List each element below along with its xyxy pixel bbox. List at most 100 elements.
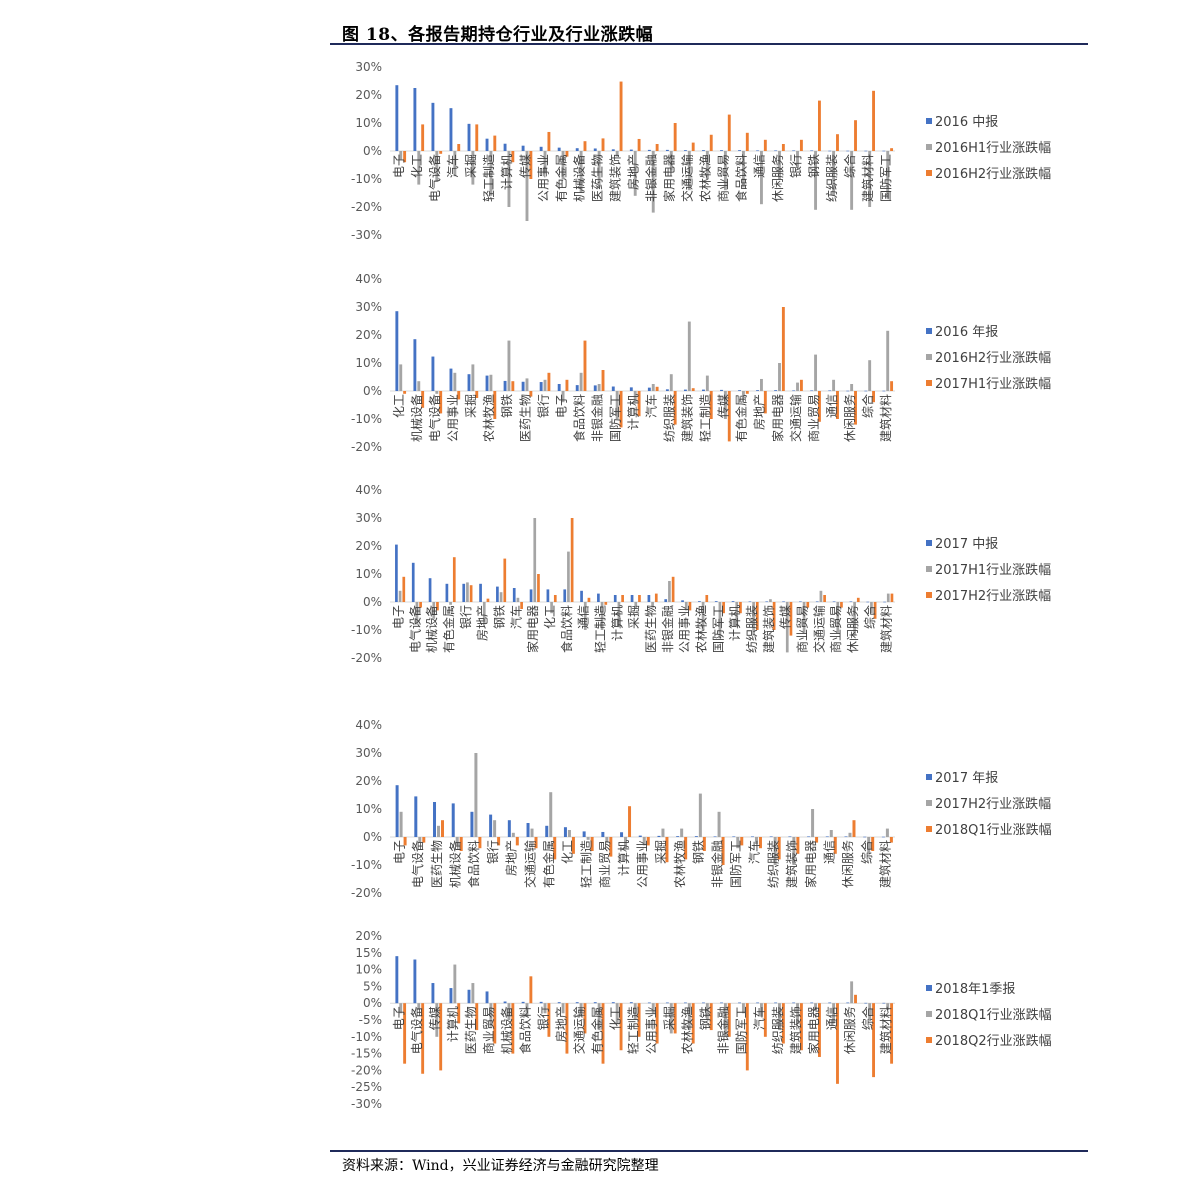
category-label: 采掘 (463, 394, 478, 418)
bar-2018Q1行业涨跌幅 (832, 1003, 836, 1024)
y-tick-label: 0% (363, 595, 382, 609)
category-label: 非银金融 (709, 840, 724, 888)
bar-2016中报 (449, 108, 453, 151)
bar-2017中报 (698, 601, 701, 602)
category-label: 机械设备 (409, 394, 424, 442)
bar-2016H1行业涨跌幅 (778, 151, 781, 179)
bar-2016年报 (557, 384, 561, 391)
bar-2017H1行业涨跌幅 (482, 602, 486, 625)
category-label: 纺织服装 (771, 1006, 785, 1054)
bar-2017年报 (582, 831, 586, 837)
bar-2016H1行业涨跌幅 (633, 151, 637, 196)
bar-2016H1行业涨跌幅 (597, 151, 601, 188)
legend-swatch (926, 985, 932, 991)
legend-label: 2016 中报 (935, 115, 998, 130)
bar-2016H2行业涨跌幅 (565, 151, 569, 157)
category-label: 家用电器 (525, 605, 540, 653)
bar-2017年报 (507, 820, 511, 837)
bar-2016年报 (864, 390, 868, 392)
bar-2018Q2行业涨跌幅 (601, 1003, 605, 1064)
category-label: 钢铁 (807, 154, 821, 178)
category-label: 非银金融 (660, 605, 675, 653)
y-tick-label: 0% (363, 830, 382, 844)
bar-2016H2行业涨跌幅 (850, 384, 854, 391)
bar-2017H2行业涨跌幅 (503, 558, 507, 602)
category-label: 采掘 (463, 154, 478, 178)
bar-2018Q1行业涨跌幅 (721, 837, 725, 865)
bar-2017年报 (863, 836, 867, 838)
y-tick-label: 20% (355, 539, 382, 553)
bar-2017H2行业涨跌幅 (829, 830, 833, 837)
bar-2016H2行业涨跌幅 (475, 124, 479, 151)
bar-2016H2行业涨跌幅 (579, 372, 583, 391)
category-label: 房地产 (475, 605, 490, 641)
bar-2016H2行业涨跌幅 (814, 354, 818, 391)
bar-2016中报 (539, 146, 543, 151)
category-label: 农林牧渔 (482, 394, 496, 442)
category-label: 轻工制造 (593, 605, 607, 653)
bar-2016H1行业涨跌幅 (615, 151, 619, 157)
category-label: 综合 (860, 1006, 875, 1030)
bar-2018Q2行业涨跌幅 (529, 976, 533, 1004)
bar-2017中报 (411, 562, 415, 602)
bar-2016H2行业涨跌幅 (886, 330, 890, 391)
category-label: 机械设备 (571, 154, 586, 202)
bar-2016年报 (431, 356, 435, 391)
bar-2017H1行业涨跌幅 (727, 391, 731, 442)
bar-2016H1行业涨跌幅 (705, 151, 709, 179)
y-tick-label: 20% (355, 88, 382, 102)
bar-2016年报 (629, 387, 633, 391)
bar-2016H1行业涨跌幅 (741, 151, 745, 188)
bar-2018年1季报 (503, 1001, 507, 1004)
bar-2016H2行业涨跌幅 (453, 372, 457, 391)
category-label: 国防军工 (710, 605, 725, 653)
category-label: 轻工制造 (579, 840, 593, 888)
bar-2016H2行业涨跌幅 (507, 340, 511, 391)
category-label: 银行 (486, 840, 500, 864)
bar-2018Q1行业涨跌幅 (665, 837, 669, 863)
bar-2018Q1行业涨跌幅 (543, 1003, 547, 1014)
bar-2018Q1行业涨跌幅 (579, 1003, 583, 1017)
y-tick-label: 40% (355, 718, 382, 732)
bar-2017H1行业涨跌幅 (516, 597, 520, 602)
y-tick-label: 20% (355, 929, 382, 943)
bar-2017H1行业涨跌幅 (668, 581, 671, 602)
legend-swatch (926, 380, 932, 386)
bar-2018年1季报 (828, 1002, 832, 1004)
legend-label: 2017 年报 (935, 771, 998, 786)
bar-2016H2行业涨跌幅 (637, 138, 641, 151)
category-label: 建筑材料 (878, 394, 893, 442)
category-label: 公用事业 (536, 154, 550, 202)
category-label: 国防军工 (734, 1006, 749, 1054)
bar-2017H2行业涨跌幅 (856, 597, 860, 602)
bar-2018Q1行业涨跌幅 (796, 1003, 799, 1024)
bar-2017H1行业涨跌幅 (421, 391, 425, 408)
legend-swatch (926, 354, 932, 360)
bar-2016H2行业涨跌幅 (687, 321, 691, 391)
chart-2: -20% -10% 0% 10% 20% 30% 40% 化工 机械设备 电气设备 公用事业 采掘 农林… (351, 272, 1051, 454)
bar-2016年报 (720, 389, 723, 391)
bar-2016H2行业涨跌幅 (597, 384, 601, 391)
bar-2017年报 (732, 836, 736, 838)
category-label: 汽车 (445, 154, 460, 178)
bar-2016年报 (683, 389, 687, 391)
bar-2017H1行业涨跌幅 (872, 391, 875, 403)
bar-2016H2行业涨跌幅 (723, 391, 727, 419)
bar-2017H1行业涨跌幅 (529, 391, 533, 397)
category-label: 食品饮料 (734, 154, 749, 202)
legend-label: 2017 中报 (935, 537, 998, 552)
bar-2017H1行业涨跌幅 (550, 602, 553, 614)
legend-label: 2017H2行业涨跌幅 (935, 796, 1051, 812)
bar-2018Q2行业涨跌幅 (421, 1003, 425, 1074)
bar-2016H1行业涨跌幅 (723, 151, 727, 191)
bar-2018Q2行业涨跌幅 (583, 1003, 587, 1034)
category-label: 商业贸易 (828, 605, 843, 653)
bar-2017中报 (731, 601, 735, 602)
bar-2017中报 (479, 583, 482, 602)
bar-2016年报 (485, 375, 489, 391)
bar-2017H2行业涨跌幅 (789, 602, 793, 636)
bar-2018Q1行业涨跌幅 (590, 837, 594, 851)
bar-2016中报 (792, 150, 796, 152)
bar-2017H1行业涨跌幅 (432, 602, 436, 619)
bar-2017H2行业涨跌幅 (624, 837, 628, 849)
